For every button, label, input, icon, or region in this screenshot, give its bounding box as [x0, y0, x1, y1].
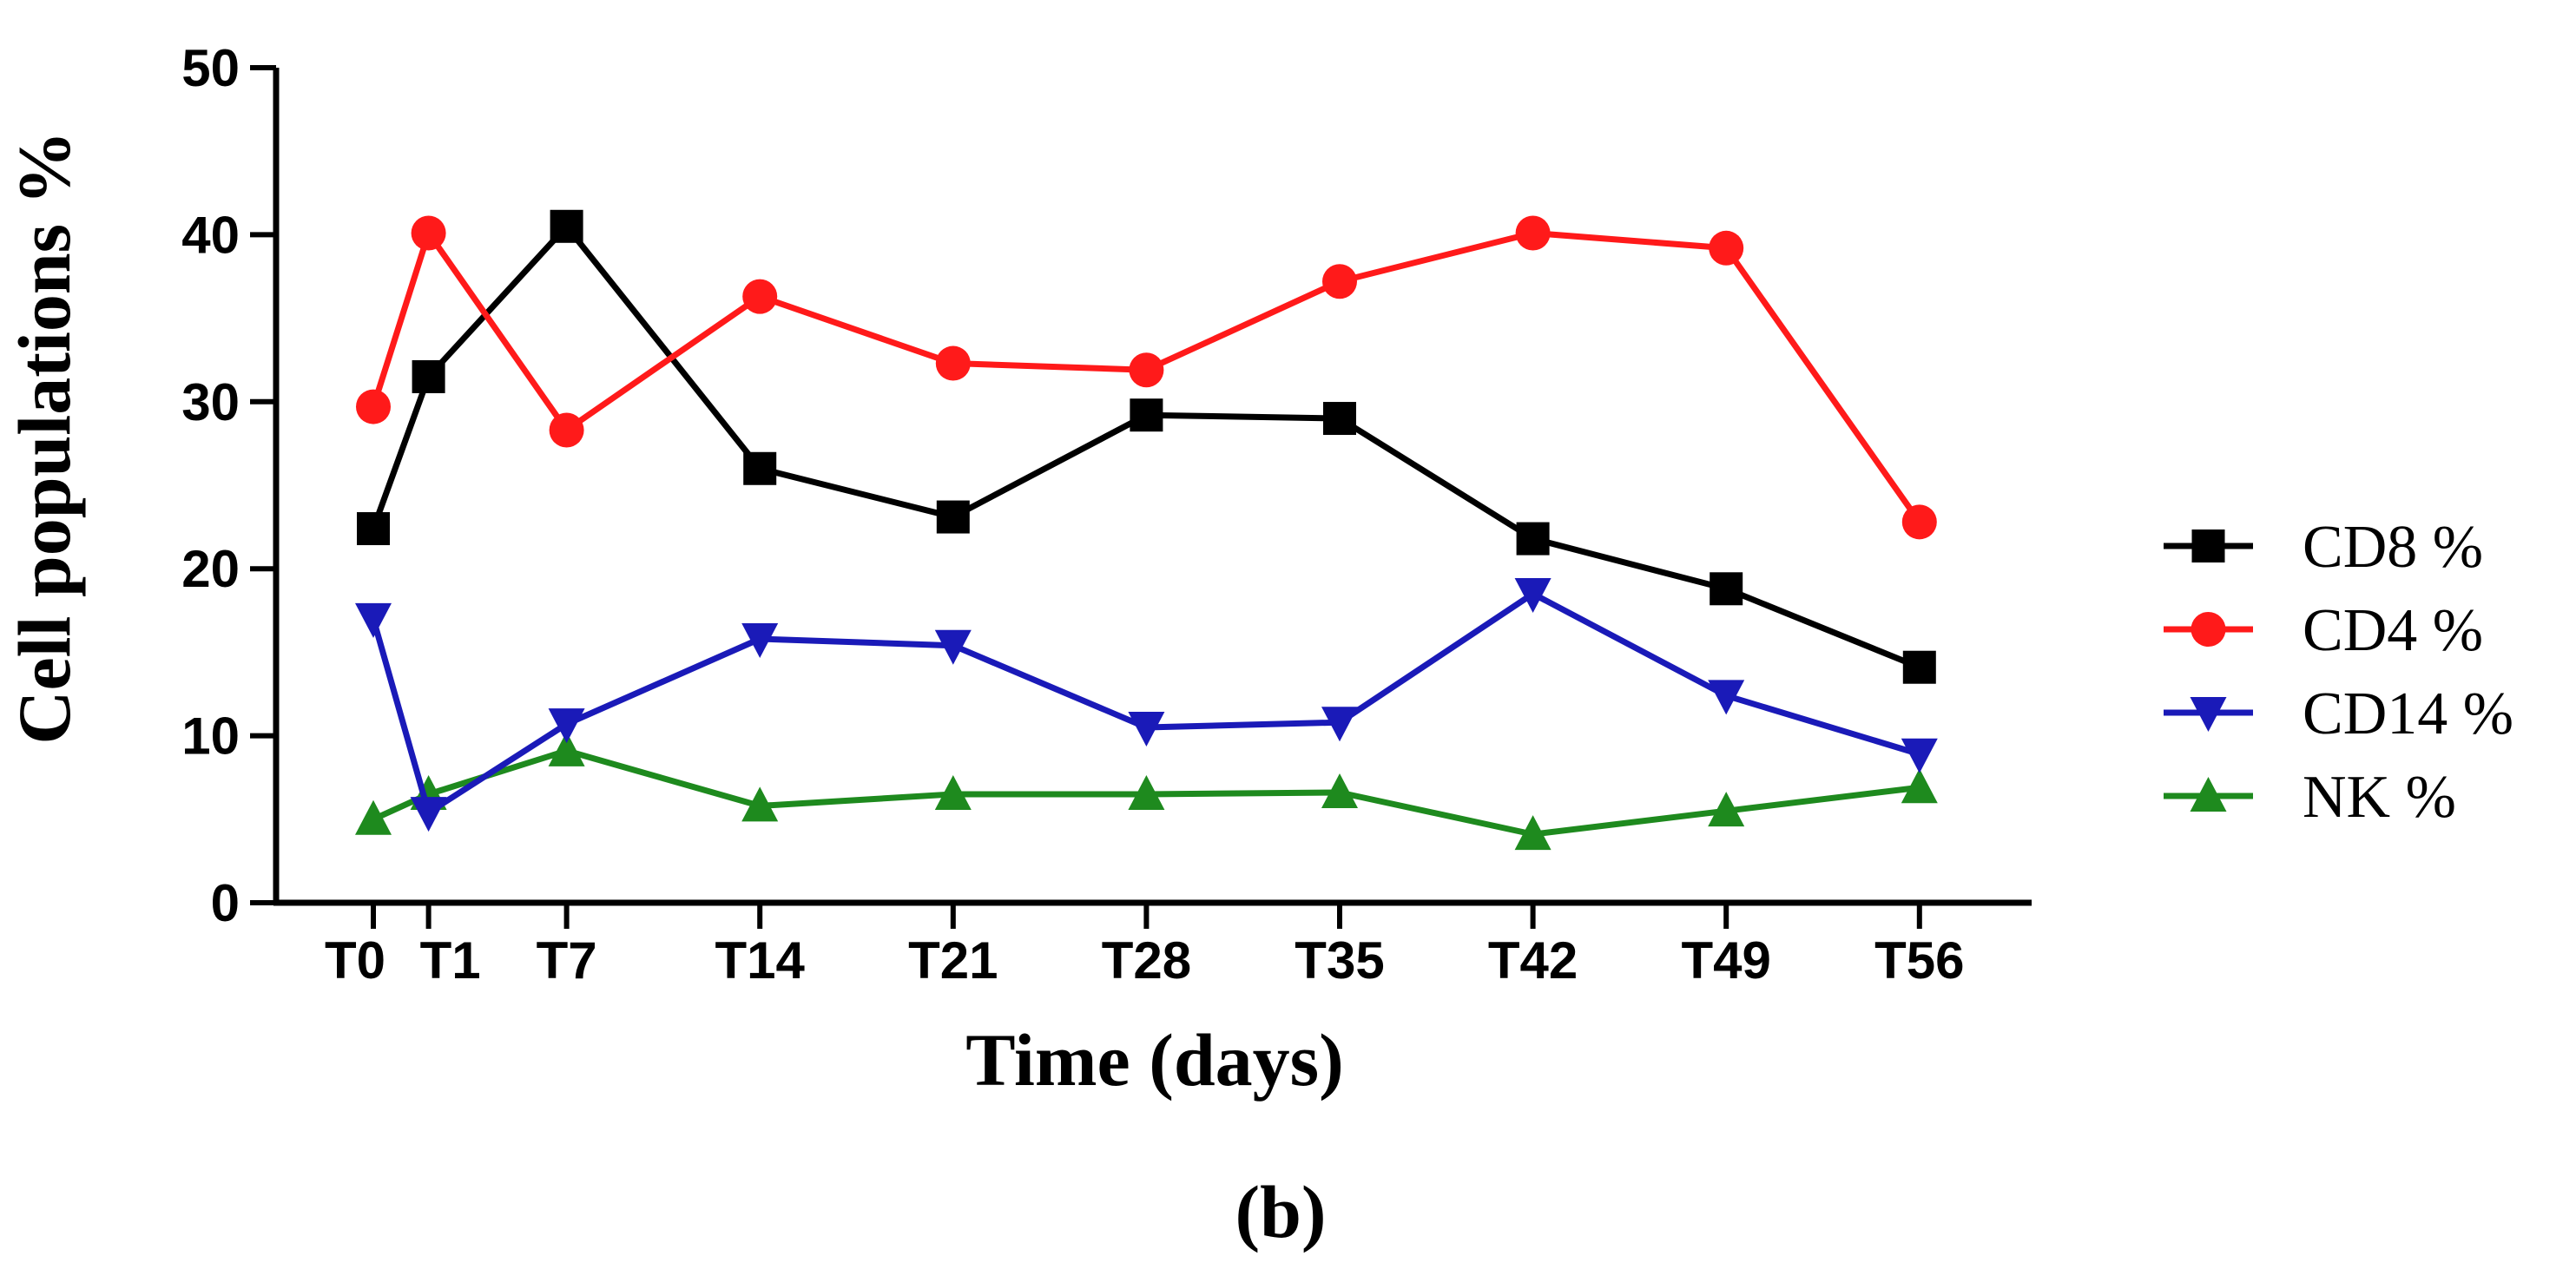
data-point-marker: [741, 786, 779, 822]
legend-item: CD4 %: [2164, 597, 2483, 664]
series-line: [372, 747, 1920, 838]
series-line: [370, 223, 1921, 670]
legend-item: NK %: [2164, 764, 2456, 831]
y-tick-label: 30: [181, 373, 240, 431]
legend-label: CD14 %: [2303, 681, 2513, 747]
x-ticks: T0 T1 T7 T14 T21 T28 T35 T42 T49 T56: [325, 903, 1964, 990]
legend-label: CD4 %: [2303, 597, 2483, 664]
legend-label: NK %: [2303, 764, 2456, 831]
data-point-marker: [741, 623, 779, 659]
legend-marker: [2191, 529, 2225, 562]
x-tick-label: T1: [420, 931, 481, 990]
series-line: [370, 229, 1922, 524]
data-point-marker: [1514, 815, 1552, 851]
x-tick-label: T42: [1488, 931, 1578, 990]
data-point-marker: [742, 279, 778, 314]
y-ticks: 0 10 20 30 40 50: [181, 39, 276, 932]
data-point-marker: [1321, 707, 1358, 742]
data-point-marker: [1514, 578, 1552, 614]
legend-label: CD8 %: [2303, 514, 2483, 581]
data-point-marker: [1901, 768, 1938, 804]
data-point-marker: [934, 629, 972, 665]
data-point-marker: [356, 389, 391, 424]
data-point-marker: [743, 451, 777, 485]
data-point-marker: [936, 500, 970, 534]
legend: CD8 % CD4 % CD14 % NK %: [2164, 514, 2513, 831]
data-point-marker: [1322, 264, 1357, 299]
data-point-marker: [1128, 774, 1165, 810]
legend-item: CD8 %: [2164, 514, 2483, 581]
data-point-marker: [1708, 792, 1745, 827]
data-point-marker: [550, 209, 583, 243]
figure-caption: (b): [1235, 1170, 1326, 1253]
data-point-marker: [410, 797, 447, 832]
data-point-marker: [1321, 773, 1358, 809]
data-point-marker: [1708, 680, 1745, 715]
legend-marker: [2191, 612, 2226, 647]
legend-marker: [2190, 777, 2227, 812]
y-tick-label: 40: [181, 206, 240, 264]
legend-item: CD14 %: [2164, 681, 2513, 747]
y-tick-label: 50: [181, 39, 240, 97]
data-point-marker: [1128, 711, 1165, 747]
series-layer: [355, 209, 1938, 851]
x-tick-label: T14: [715, 931, 806, 990]
data-point-marker: [355, 799, 392, 835]
series-cd8: [357, 209, 1936, 684]
x-tick-label: T0: [325, 931, 385, 990]
x-tick-label: T56: [1874, 931, 1964, 990]
data-point-marker: [1901, 504, 1937, 540]
series-line: [370, 590, 1920, 816]
data-point-marker: [549, 412, 584, 448]
x-tick-label: T7: [537, 931, 597, 990]
data-point-marker: [1516, 522, 1550, 556]
data-point-marker: [1709, 230, 1744, 266]
data-point-marker: [355, 602, 392, 638]
data-point-marker: [1710, 572, 1743, 606]
axes: [273, 68, 2032, 906]
series-cd4: [356, 215, 1937, 540]
data-point-marker: [1901, 738, 1938, 773]
data-point-marker: [548, 708, 585, 744]
data-point-marker: [1129, 352, 1164, 388]
series-cd14: [355, 578, 1938, 832]
data-point-marker: [1515, 215, 1551, 251]
data-point-marker: [934, 774, 972, 810]
data-point-marker: [412, 359, 445, 393]
data-point-marker: [548, 731, 585, 766]
y-tick-label: 10: [181, 707, 240, 766]
y-tick-label: 0: [211, 874, 240, 932]
y-axis-title: Cell populations %: [3, 130, 86, 744]
x-tick-label: T21: [908, 931, 998, 990]
x-tick-label: T28: [1102, 931, 1191, 990]
data-point-marker: [411, 215, 446, 251]
data-point-marker: [1323, 402, 1356, 436]
x-axis-title: Time (days): [965, 1018, 1344, 1102]
data-point-marker: [357, 512, 390, 546]
legend-marker: [2190, 697, 2227, 732]
data-point-marker: [935, 345, 971, 381]
data-point-marker: [1902, 650, 1936, 684]
series-nk: [355, 731, 1938, 851]
x-tick-label: T49: [1682, 931, 1771, 990]
data-point-marker: [1130, 398, 1163, 432]
y-tick-label: 20: [181, 540, 240, 598]
x-tick-label: T35: [1295, 931, 1384, 990]
